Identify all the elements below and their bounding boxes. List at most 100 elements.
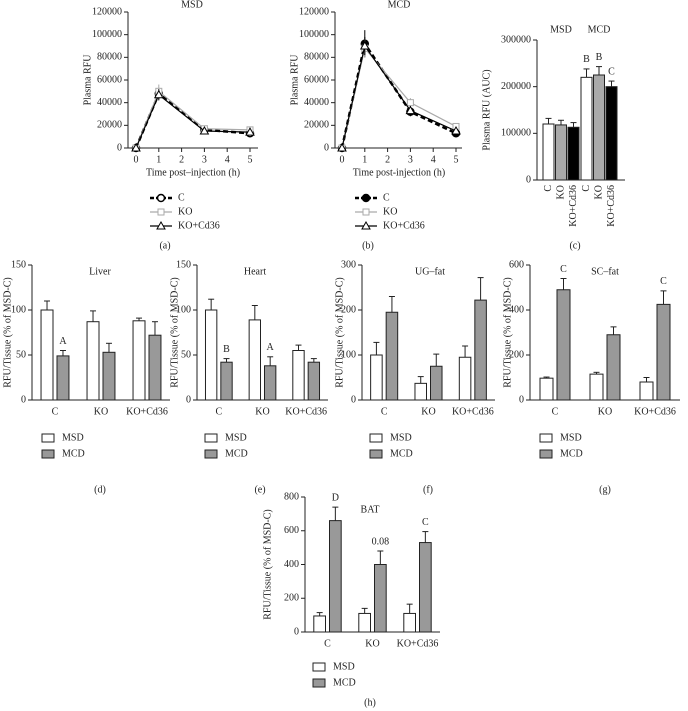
y-tick-label: 200 xyxy=(341,304,356,315)
annotation: C xyxy=(422,517,429,528)
legend-label: MSD xyxy=(225,432,247,443)
marker xyxy=(131,142,141,152)
y-axis-label: RFU/Tissue (% of MSD-C) xyxy=(262,509,273,619)
bar xyxy=(458,356,472,401)
bar xyxy=(102,351,116,401)
bar xyxy=(313,615,326,633)
bar xyxy=(86,321,100,401)
x-tick-label: 4 xyxy=(431,154,436,165)
legend-swatch xyxy=(41,449,55,459)
line xyxy=(341,44,457,149)
marker xyxy=(153,89,164,99)
marker xyxy=(359,40,370,50)
panel-label: (a) xyxy=(159,240,170,251)
legend-swatch xyxy=(41,433,55,443)
x-tick-label: 0 xyxy=(340,154,345,165)
bar xyxy=(204,309,218,401)
y-tick-label: 20000 xyxy=(97,120,122,131)
bar xyxy=(307,361,321,401)
line xyxy=(134,91,251,149)
y-tick-label: 400 xyxy=(509,304,524,315)
x-tick-label: 3 xyxy=(408,154,413,165)
x-tick-label: KO+Cd36 xyxy=(568,185,579,227)
chart-title: UG–fat xyxy=(415,266,445,277)
x-axis-label: Time post–injection (h) xyxy=(146,167,240,178)
line xyxy=(135,90,251,149)
x-tick-label: C xyxy=(215,406,222,417)
legend-label: KO+Cd36 xyxy=(383,220,425,231)
legend-label: MCD xyxy=(390,448,413,459)
y-tick-label: 100000 xyxy=(501,128,531,139)
y-tick-label: 200000 xyxy=(501,81,531,92)
bar xyxy=(403,612,416,633)
x-tick-label: KO xyxy=(593,185,604,199)
x-tick-label: C xyxy=(552,406,559,417)
bar xyxy=(264,365,277,401)
y-tick-label: 0 xyxy=(186,394,191,405)
x-tick-label: KO+Cd36 xyxy=(606,185,617,227)
bar xyxy=(606,334,621,401)
bar xyxy=(414,382,427,401)
x-tick-label: 2 xyxy=(385,154,390,165)
bar xyxy=(56,355,70,401)
y-axis-label: Plasma RFU xyxy=(289,54,300,106)
legend-label: MSD xyxy=(560,432,582,443)
bar xyxy=(580,76,593,181)
x-tick-label: C xyxy=(324,638,331,649)
y-tick-label: 600 xyxy=(509,259,524,270)
bar xyxy=(329,520,342,633)
y-tick-label: 20000 xyxy=(304,120,329,131)
x-tick-label: 5 xyxy=(454,154,459,165)
y-tick-label: 0 xyxy=(526,174,531,185)
legend-marker xyxy=(156,193,166,203)
bar xyxy=(555,124,567,181)
panel-label: (c) xyxy=(569,240,580,251)
bar xyxy=(430,365,443,401)
x-tick-label: KO+Cd36 xyxy=(634,406,676,417)
annotation: C xyxy=(660,276,667,287)
y-tick-label: 300 xyxy=(341,259,356,270)
y-tick-label: 0 xyxy=(294,626,299,637)
legend-label: MCD xyxy=(225,448,248,459)
x-tick-label: KO xyxy=(598,406,612,417)
bar xyxy=(132,320,146,401)
y-tick-label: 40000 xyxy=(304,97,329,108)
x-tick-label: 1 xyxy=(156,154,161,165)
x-tick-label: 2 xyxy=(179,154,184,165)
y-tick-label: 800 xyxy=(284,491,299,502)
chart-title: MSD xyxy=(181,0,203,10)
bar xyxy=(385,311,399,401)
y-axis-label: RFU/Tissue (% of MSD-C) xyxy=(169,277,180,387)
panel-label: (f) xyxy=(423,484,433,495)
bar xyxy=(374,564,387,633)
marker xyxy=(451,125,461,135)
legend-swatch xyxy=(539,433,553,443)
line xyxy=(340,40,457,149)
y-tick-label: 600 xyxy=(284,525,299,536)
y-tick-label: 60000 xyxy=(97,74,122,85)
x-tick-label: KO+Cd36 xyxy=(397,638,439,649)
annotation: B xyxy=(596,52,603,63)
legend-marker xyxy=(156,220,166,230)
bar xyxy=(220,361,233,401)
legend-marker xyxy=(157,208,165,216)
bar xyxy=(567,126,580,181)
chart-title: Heart xyxy=(244,266,266,277)
y-tick-label: 50 xyxy=(181,349,191,360)
annotation: B xyxy=(583,54,590,65)
y-tick-label: 100000 xyxy=(92,29,122,40)
panel-label: (e) xyxy=(254,484,265,495)
legend-label: KO xyxy=(383,206,397,217)
legend-label: MSD xyxy=(62,432,84,443)
bar xyxy=(419,542,432,633)
legend-swatch xyxy=(539,449,553,459)
bar xyxy=(639,381,654,401)
y-axis-label: RFU/Tissue (% of MSD-C) xyxy=(334,277,345,387)
annotation: A xyxy=(59,336,67,347)
legend-marker xyxy=(361,193,371,203)
y-tick-label: 150 xyxy=(11,259,26,270)
group-label: MCD xyxy=(588,24,611,35)
x-tick-label: C xyxy=(543,185,554,192)
x-tick-label: C xyxy=(381,406,388,417)
